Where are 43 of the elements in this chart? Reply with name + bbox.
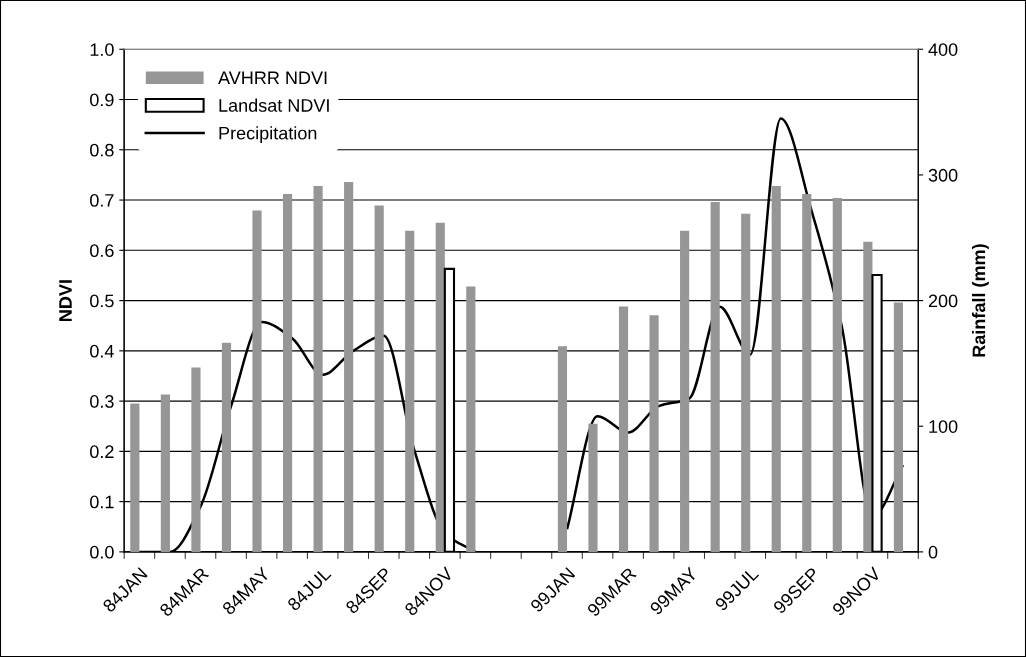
bar (649, 315, 659, 552)
bar (710, 202, 720, 552)
bar (802, 194, 812, 552)
y-axis-title: NDVI (59, 280, 72, 321)
bar (680, 230, 690, 552)
y2-axis-title: Rainfall (mm) (972, 244, 989, 357)
y-tick-label: 0.5 (90, 294, 114, 308)
bar (313, 185, 323, 552)
bar (252, 210, 262, 552)
legend-label: Landsat NDVI (219, 98, 329, 112)
bar (893, 302, 903, 552)
bar (282, 194, 293, 552)
y-tick-label: 0.6 (90, 244, 114, 258)
bar (832, 198, 842, 552)
y2-tick-label: 100 (929, 420, 958, 433)
bar (221, 342, 232, 552)
bar (618, 306, 629, 552)
bar (130, 403, 140, 552)
bar (771, 185, 781, 552)
bar (191, 367, 201, 552)
bar (741, 213, 751, 552)
y2-tick-label: 0 (928, 545, 938, 559)
y-tick-label: 0.3 (90, 395, 114, 408)
y2-tick-label: 300 (928, 168, 958, 182)
y-tick-label: 0.1 (90, 495, 114, 509)
bar (588, 423, 598, 552)
bar (344, 181, 354, 552)
y-tick-label: 1.0 (90, 43, 114, 56)
y-tick-label: 0.2 (90, 445, 114, 459)
legend-label: Precipitation (219, 126, 317, 144)
bar (557, 346, 568, 552)
bar (374, 205, 384, 552)
legend-label: AVHRR NDVI (218, 71, 327, 85)
y-tick-label: 0.9 (90, 93, 114, 107)
bar (405, 230, 415, 552)
y-tick-label: 0.0 (90, 545, 114, 559)
y-tick-label: 0.7 (90, 193, 114, 207)
bar (160, 394, 170, 552)
y-tick-label: 0.4 (90, 344, 114, 358)
y2-tick-label: 200 (928, 294, 958, 308)
y2-tick-label: 400 (928, 43, 958, 56)
y-tick-label: 0.8 (90, 143, 114, 157)
bar (466, 286, 476, 552)
